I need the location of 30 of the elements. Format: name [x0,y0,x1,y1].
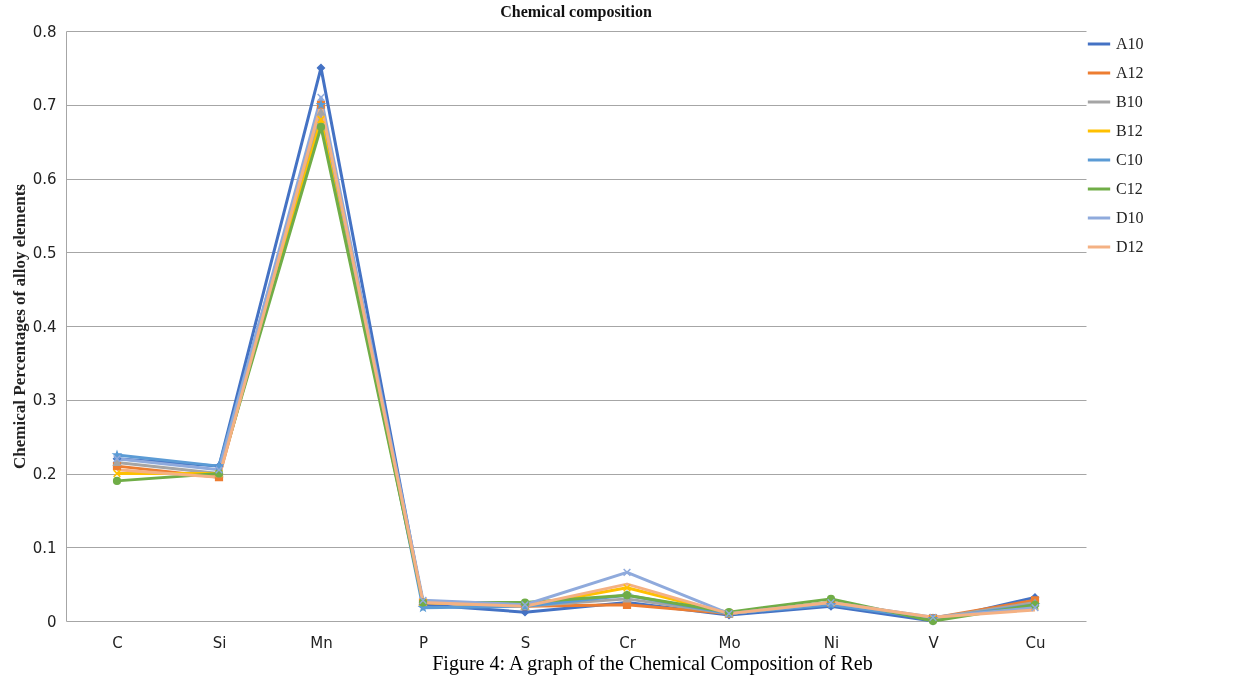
y-tick-label: 0.2 [32,465,57,483]
y-tick-label: 0.5 [32,243,57,262]
x-tick-label: Cu [1025,633,1046,652]
legend-label: B10 [1116,93,1143,110]
y-tick-label: 0.3 [32,391,57,410]
legend-label: C10 [1116,151,1143,168]
x-tick-label: Si [212,633,227,652]
x-tick-label: Cr [619,633,637,652]
x-tick-label: V [928,633,940,652]
x-tick-label: P [418,633,429,652]
legend-label: B12 [1116,122,1143,139]
legend-label: C12 [1116,180,1143,197]
x-tick-label: C [112,633,123,652]
legend-label: A10 [1116,35,1144,52]
y-tick-label: 0.8 [32,22,57,41]
legend-label: D12 [1116,238,1144,255]
y-axis-title: Chemical Percentages of alloy elements [9,183,29,469]
legend-label: D10 [1116,209,1144,226]
x-tick-label: Mo [718,633,741,652]
y-tick-label: 0.4 [32,317,57,336]
y-tick-label: 0.1 [32,538,57,557]
y-tick-label: 0.7 [32,96,57,115]
x-tick-label: S [520,633,531,652]
y-tick-label: 0.6 [32,170,57,188]
legend-label: A12 [1116,64,1144,81]
x-tick-label: Ni [823,633,840,652]
caption: Figure 4: A graph of the Chemical Composition of Reb [431,652,874,675]
chart-title: Chemical composition [500,3,652,21]
x-tick-label: Mn [310,633,333,652]
y-tick-label: 0 [46,612,57,631]
